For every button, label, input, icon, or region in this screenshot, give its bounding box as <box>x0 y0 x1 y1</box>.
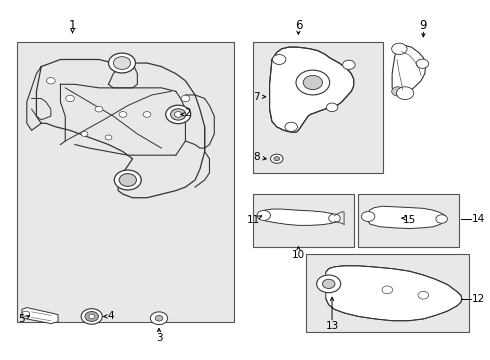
Circle shape <box>114 170 141 190</box>
Circle shape <box>322 279 335 288</box>
Circle shape <box>171 109 186 120</box>
Text: 13: 13 <box>325 321 339 331</box>
Circle shape <box>382 286 392 294</box>
Circle shape <box>22 311 30 317</box>
Circle shape <box>167 110 175 116</box>
Text: 11: 11 <box>247 215 260 225</box>
Circle shape <box>181 95 190 102</box>
Circle shape <box>392 43 407 54</box>
Polygon shape <box>392 45 426 95</box>
Text: 8: 8 <box>253 152 260 162</box>
Text: 14: 14 <box>471 214 485 224</box>
Circle shape <box>143 112 151 117</box>
Text: 4: 4 <box>108 311 114 321</box>
Circle shape <box>361 212 375 221</box>
Circle shape <box>95 106 103 112</box>
Circle shape <box>392 87 404 96</box>
Text: 1: 1 <box>69 19 76 32</box>
Polygon shape <box>270 47 354 132</box>
Circle shape <box>270 154 283 163</box>
Circle shape <box>329 214 340 222</box>
Polygon shape <box>22 307 58 324</box>
Text: 12: 12 <box>471 294 485 304</box>
Circle shape <box>396 87 414 100</box>
Text: 5: 5 <box>18 314 24 324</box>
Circle shape <box>418 291 429 299</box>
Text: 15: 15 <box>402 215 416 225</box>
Circle shape <box>296 70 330 95</box>
Circle shape <box>105 135 112 140</box>
Circle shape <box>66 95 74 102</box>
Circle shape <box>119 112 127 117</box>
Text: 2: 2 <box>185 108 191 118</box>
Circle shape <box>155 315 163 321</box>
Circle shape <box>285 122 297 131</box>
Polygon shape <box>366 206 445 229</box>
Text: 9: 9 <box>419 19 427 32</box>
Circle shape <box>257 211 270 220</box>
Circle shape <box>119 174 136 186</box>
Circle shape <box>317 275 341 293</box>
Polygon shape <box>260 209 337 225</box>
Circle shape <box>85 311 98 321</box>
Circle shape <box>303 76 322 90</box>
Bar <box>253 194 354 247</box>
Circle shape <box>274 157 280 161</box>
Circle shape <box>81 309 102 324</box>
Circle shape <box>326 103 338 112</box>
Circle shape <box>174 112 182 117</box>
Text: 3: 3 <box>156 333 162 343</box>
Circle shape <box>166 105 191 123</box>
Text: 6: 6 <box>294 19 302 32</box>
Circle shape <box>436 215 447 223</box>
Circle shape <box>416 59 429 68</box>
Circle shape <box>150 312 168 325</box>
Text: 7: 7 <box>253 92 260 102</box>
Text: 10: 10 <box>292 250 305 260</box>
Circle shape <box>113 57 131 69</box>
Circle shape <box>343 60 355 69</box>
Bar <box>359 194 460 247</box>
Circle shape <box>89 314 95 319</box>
Circle shape <box>108 53 135 73</box>
Polygon shape <box>326 266 462 321</box>
Bar <box>17 42 234 322</box>
Circle shape <box>47 77 55 84</box>
Bar <box>306 255 469 332</box>
Circle shape <box>81 131 88 136</box>
Circle shape <box>272 54 286 64</box>
Bar <box>253 42 383 173</box>
